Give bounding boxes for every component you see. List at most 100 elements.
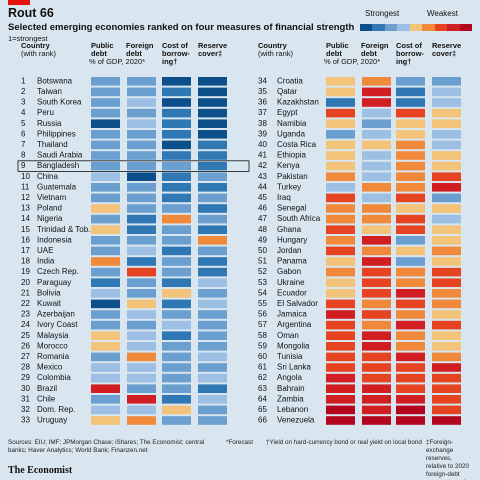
table-row-42: 42 Kenya bbox=[258, 161, 461, 171]
rank-label: 16 bbox=[21, 235, 30, 244]
table-row-50: 50 Jordan bbox=[258, 246, 461, 256]
country-label: Ghana bbox=[277, 225, 302, 234]
heat-cell-cost-of-borrowing bbox=[396, 363, 425, 372]
header-units-left: % of GDP, 2020* bbox=[89, 57, 146, 66]
heat-cell-public-debt bbox=[326, 267, 355, 277]
country-label: Peru bbox=[37, 108, 54, 117]
heat-cell-foreign-debt bbox=[127, 236, 156, 245]
legend-swatch-4 bbox=[397, 24, 410, 31]
heat-cell-reserve-cover bbox=[432, 257, 461, 266]
heat-cell-foreign-debt bbox=[362, 119, 391, 128]
rank-label: 3 bbox=[21, 98, 26, 107]
country-label: Paraguay bbox=[37, 278, 71, 287]
heat-cell-cost-of-borrowing bbox=[162, 193, 191, 203]
country-label: Qatar bbox=[277, 87, 297, 96]
country-label: UAE bbox=[37, 246, 53, 255]
table-row-66: 66 Venezuela bbox=[258, 416, 461, 425]
heat-cell-reserve-cover bbox=[198, 87, 227, 97]
table-row-49: 49 Hungary bbox=[258, 235, 461, 245]
legend-swatch-5 bbox=[409, 24, 423, 31]
header-cost-borrowing-left: Cost of borrow- ing† bbox=[162, 41, 190, 66]
heat-cell-reserve-cover bbox=[198, 320, 227, 330]
heat-cell-public-debt bbox=[326, 299, 355, 309]
heat-cell-public-debt bbox=[91, 395, 120, 404]
heat-cell-reserve-cover bbox=[432, 246, 461, 256]
heat-cell-foreign-debt bbox=[362, 352, 391, 362]
table-row-43: 43 Pakistan bbox=[258, 172, 461, 181]
heat-cell-foreign-debt bbox=[362, 161, 391, 171]
heat-cell-foreign-debt bbox=[362, 310, 391, 319]
page-subtitle: Selected emerging economies ranked on fo… bbox=[8, 22, 355, 33]
heat-cell-foreign-debt bbox=[362, 204, 391, 213]
table-row-36: 36 Kazakhstan bbox=[258, 98, 461, 107]
heat-cell-reserve-cover bbox=[432, 320, 461, 330]
table-row-38: 38 Namibia bbox=[258, 119, 461, 128]
table-row-41: 41 Ethiopia bbox=[258, 151, 461, 160]
heat-cell-cost-of-borrowing bbox=[396, 193, 425, 203]
heat-cell-reserve-cover bbox=[198, 98, 227, 107]
rank-label: 60 bbox=[258, 352, 267, 361]
heat-cell-cost-of-borrowing bbox=[396, 130, 425, 139]
heat-cell-reserve-cover bbox=[198, 395, 227, 404]
heat-cell-reserve-cover bbox=[198, 331, 227, 340]
heat-cell-cost-of-borrowing bbox=[162, 331, 191, 340]
rank-label: 43 bbox=[258, 172, 267, 181]
table-row-48: 48 Ghana bbox=[258, 225, 461, 234]
table-row-24: 24 Ivory Coast bbox=[21, 320, 227, 330]
heat-cell-cost-of-borrowing bbox=[162, 204, 191, 213]
heat-cell-cost-of-borrowing bbox=[396, 151, 425, 160]
heat-cell-foreign-debt bbox=[127, 278, 156, 287]
rank-label: 42 bbox=[258, 161, 267, 170]
table-row-39: 39 Uganda bbox=[258, 129, 461, 139]
rank-label: 59 bbox=[258, 341, 267, 350]
heat-cell-foreign-debt bbox=[362, 320, 391, 330]
heat-cell-cost-of-borrowing bbox=[396, 225, 425, 234]
table-row-9: 9 Bangladesh bbox=[17, 160, 250, 172]
country-label: Senegal bbox=[277, 204, 307, 213]
rank-label: 30 bbox=[21, 384, 30, 393]
heat-cell-cost-of-borrowing bbox=[162, 183, 191, 192]
heat-cell-reserve-cover bbox=[198, 289, 227, 298]
rank-label: 22 bbox=[21, 299, 30, 308]
heat-cell-foreign-debt bbox=[362, 183, 391, 192]
heat-cell-public-debt bbox=[91, 77, 120, 86]
country-label: Brazil bbox=[37, 384, 57, 393]
country-label: Ukraine bbox=[277, 278, 305, 287]
country-label: Czech Rep. bbox=[37, 267, 79, 276]
table-row-64: 64 Zambia bbox=[258, 394, 461, 404]
heat-cell-foreign-debt bbox=[362, 373, 391, 383]
country-label: Saudi Arabia bbox=[37, 151, 83, 160]
table-row-29: 29 Colombia bbox=[21, 373, 227, 383]
heat-cell-foreign-debt bbox=[127, 140, 156, 150]
heat-cell-public-debt bbox=[326, 172, 355, 181]
heat-cell-reserve-cover bbox=[432, 352, 461, 362]
country-label: Sri Lanka bbox=[277, 363, 311, 372]
table-row-37: 37 Egypt bbox=[258, 108, 461, 118]
rank-label: 57 bbox=[258, 320, 267, 329]
heat-cell-reserve-cover bbox=[432, 363, 461, 372]
rank-label: 37 bbox=[258, 108, 267, 117]
table-row-11: 11 Guatemala bbox=[21, 182, 227, 192]
heat-cell-cost-of-borrowing bbox=[162, 299, 191, 309]
rank-label: 11 bbox=[21, 182, 30, 191]
heat-cell-cost-of-borrowing bbox=[396, 257, 425, 266]
country-label: Thailand bbox=[37, 140, 68, 149]
heat-cell-reserve-cover bbox=[198, 108, 227, 118]
heat-cell-reserve-cover bbox=[198, 183, 227, 192]
heat-cell-cost-of-borrowing bbox=[396, 352, 425, 362]
rank-label: 45 bbox=[258, 193, 267, 202]
heat-cell-reserve-cover bbox=[432, 77, 461, 86]
heat-cell-reserve-cover bbox=[432, 278, 461, 287]
heat-cell-public-debt bbox=[91, 119, 120, 128]
rank-label: 56 bbox=[258, 310, 267, 319]
country-label: Guatemala bbox=[37, 182, 77, 191]
heat-cell-cost-of-borrowing bbox=[162, 289, 191, 298]
country-label: Ecuador bbox=[277, 288, 307, 297]
heat-cell-public-debt bbox=[326, 225, 355, 234]
heat-cell-reserve-cover bbox=[198, 257, 227, 266]
country-label: Dom. Rep. bbox=[37, 405, 75, 414]
rank-label: 38 bbox=[258, 119, 267, 128]
heat-cell-reserve-cover bbox=[198, 77, 227, 86]
heat-cell-public-debt bbox=[326, 151, 355, 160]
heat-cell-cost-of-borrowing bbox=[396, 140, 425, 150]
